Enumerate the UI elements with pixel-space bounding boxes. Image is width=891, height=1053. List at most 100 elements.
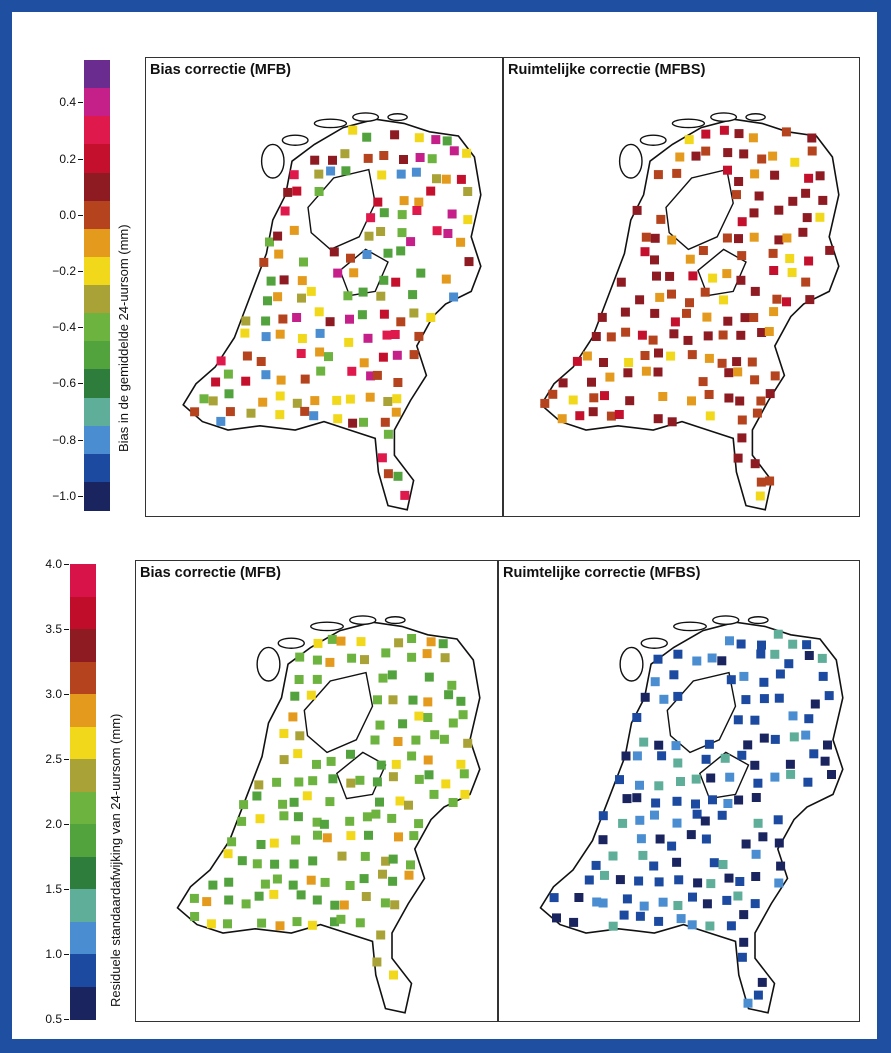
station-marker <box>751 849 761 859</box>
station-marker <box>329 247 339 257</box>
figure-frame: 0.4 0.2 0.0 −0.2 −0.4 −0.6 −0.8 −1.0 Bias in de… <box>12 12 877 1039</box>
station-marker <box>274 249 284 259</box>
station-marker <box>423 697 433 707</box>
station-marker <box>653 367 663 377</box>
station-marker <box>750 715 760 725</box>
station-marker <box>463 187 473 196</box>
colorbar-segment <box>84 313 110 342</box>
station-marker <box>394 832 403 842</box>
station-marker <box>411 735 421 745</box>
station-marker <box>345 314 354 324</box>
station-marker <box>307 920 317 930</box>
island-outline <box>747 616 769 625</box>
station-marker <box>279 729 289 738</box>
station-marker <box>774 838 784 848</box>
station-marker <box>355 775 365 785</box>
station-marker <box>376 930 386 940</box>
station-marker <box>448 718 458 728</box>
station-marker <box>376 227 386 236</box>
station-marker <box>705 921 715 931</box>
colorbar-tick-mark <box>78 383 83 384</box>
station-marker <box>788 711 798 721</box>
station-marker <box>310 155 320 165</box>
station-marker <box>414 197 424 207</box>
station-marker <box>723 148 733 158</box>
station-marker <box>225 407 235 417</box>
station-marker <box>640 692 650 702</box>
island-outline <box>673 621 707 632</box>
station-marker <box>734 795 744 805</box>
station-marker <box>312 895 322 905</box>
station-marker <box>330 917 339 927</box>
station-marker <box>393 378 403 387</box>
station-marker <box>770 170 780 180</box>
station-marker <box>330 900 340 910</box>
station-marker <box>376 291 386 301</box>
station-marker <box>393 471 403 481</box>
station-marker <box>750 169 760 179</box>
station-marker <box>687 396 696 406</box>
station-marker <box>753 990 763 1000</box>
station-marker <box>216 416 226 426</box>
station-marker <box>449 146 459 156</box>
station-marker <box>260 879 270 889</box>
station-marker <box>672 857 682 867</box>
station-marker <box>289 797 299 807</box>
station-marker <box>391 407 401 417</box>
station-marker <box>574 893 584 902</box>
station-marker <box>734 129 744 139</box>
station-marker <box>750 286 760 296</box>
station-marker <box>289 170 299 180</box>
station-marker <box>658 897 668 907</box>
station-marker <box>426 313 436 322</box>
station-marker <box>589 393 599 403</box>
station-marker <box>723 165 732 175</box>
station-marker <box>294 675 304 684</box>
colorbar-segment <box>84 144 110 173</box>
station-marker <box>788 196 798 206</box>
station-marker <box>741 839 751 849</box>
station-marker <box>306 875 316 885</box>
colorbar-segment <box>84 88 110 117</box>
station-marker <box>412 206 422 215</box>
station-marker <box>356 637 366 647</box>
station-marker <box>372 957 382 967</box>
station-marker <box>378 352 388 362</box>
station-marker <box>407 634 417 643</box>
station-marker <box>753 778 763 788</box>
map-bottom-mfbs <box>539 615 844 1014</box>
colorbar-tick-label: 0.2 <box>59 152 76 166</box>
station-marker <box>409 308 419 318</box>
station-marker <box>667 417 677 427</box>
station-marker <box>325 317 335 327</box>
station-marker <box>698 246 708 255</box>
station-marker <box>283 187 293 197</box>
station-marker <box>587 377 596 387</box>
station-marker <box>424 672 434 682</box>
station-marker <box>406 237 416 247</box>
colorbar-segment <box>70 661 96 695</box>
map-bottom-mfb <box>176 615 481 1014</box>
station-marker <box>650 677 660 687</box>
station-marker <box>240 328 250 338</box>
colorbar-tick-label: 4.0 <box>45 557 62 571</box>
station-marker <box>723 316 733 326</box>
station-marker <box>640 247 650 257</box>
station-marker <box>654 916 664 926</box>
top-map-panel: Bias correctie (MFB) Ruimtelijke correct… <box>145 57 860 517</box>
station-marker <box>394 638 404 648</box>
station-marker <box>291 835 301 845</box>
station-marker <box>673 691 683 701</box>
station-marker <box>672 796 682 806</box>
station-marker <box>333 414 343 424</box>
station-marker <box>256 357 266 366</box>
station-marker <box>739 149 749 159</box>
station-marker <box>784 659 794 669</box>
station-marker <box>430 730 440 740</box>
station-marker <box>673 649 683 659</box>
station-marker <box>736 275 746 285</box>
station-marker <box>809 749 819 759</box>
station-marker <box>441 779 451 789</box>
station-marker <box>406 860 415 870</box>
station-marker <box>692 809 702 819</box>
